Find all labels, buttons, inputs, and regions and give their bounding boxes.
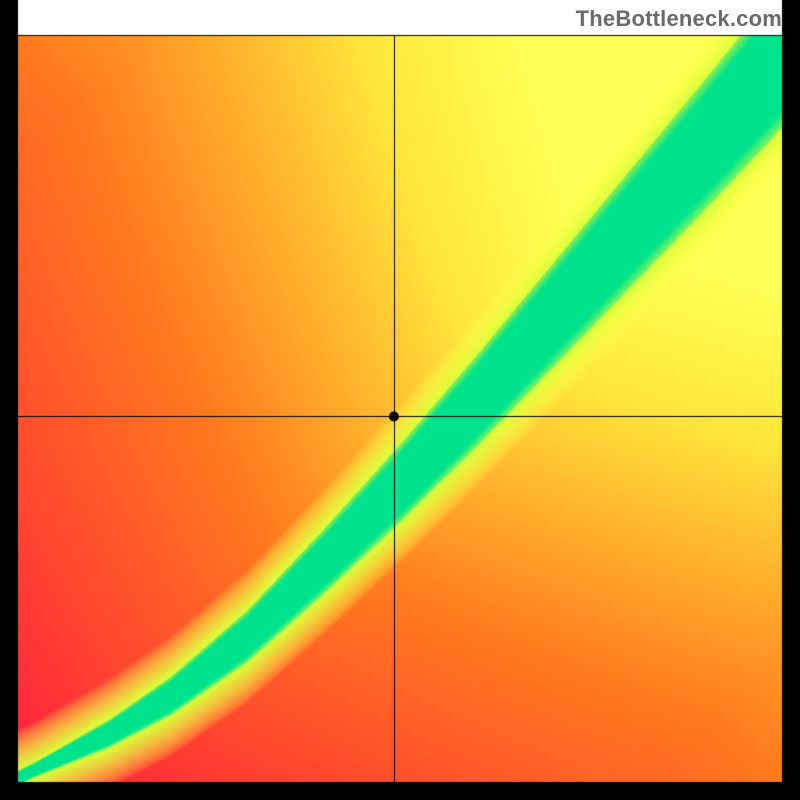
watermark-text: TheBottleneck.com [576, 6, 782, 32]
chart-container: TheBottleneck.com [0, 0, 800, 800]
heatmap-canvas [0, 0, 800, 800]
